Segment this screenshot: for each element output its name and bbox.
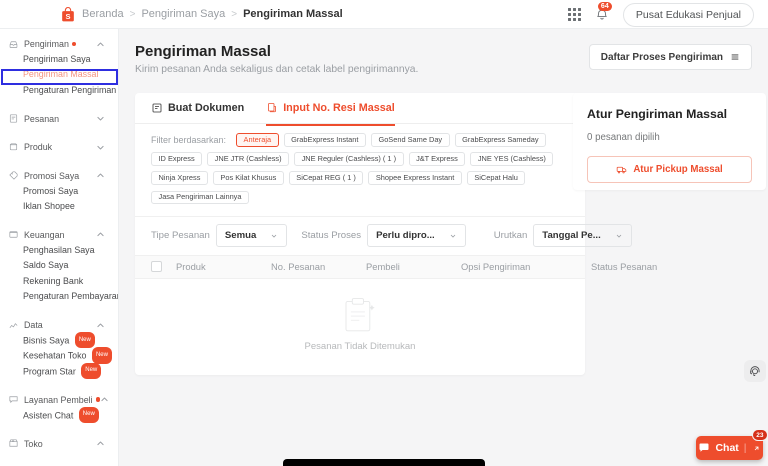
svg-text:S: S — [65, 12, 70, 21]
